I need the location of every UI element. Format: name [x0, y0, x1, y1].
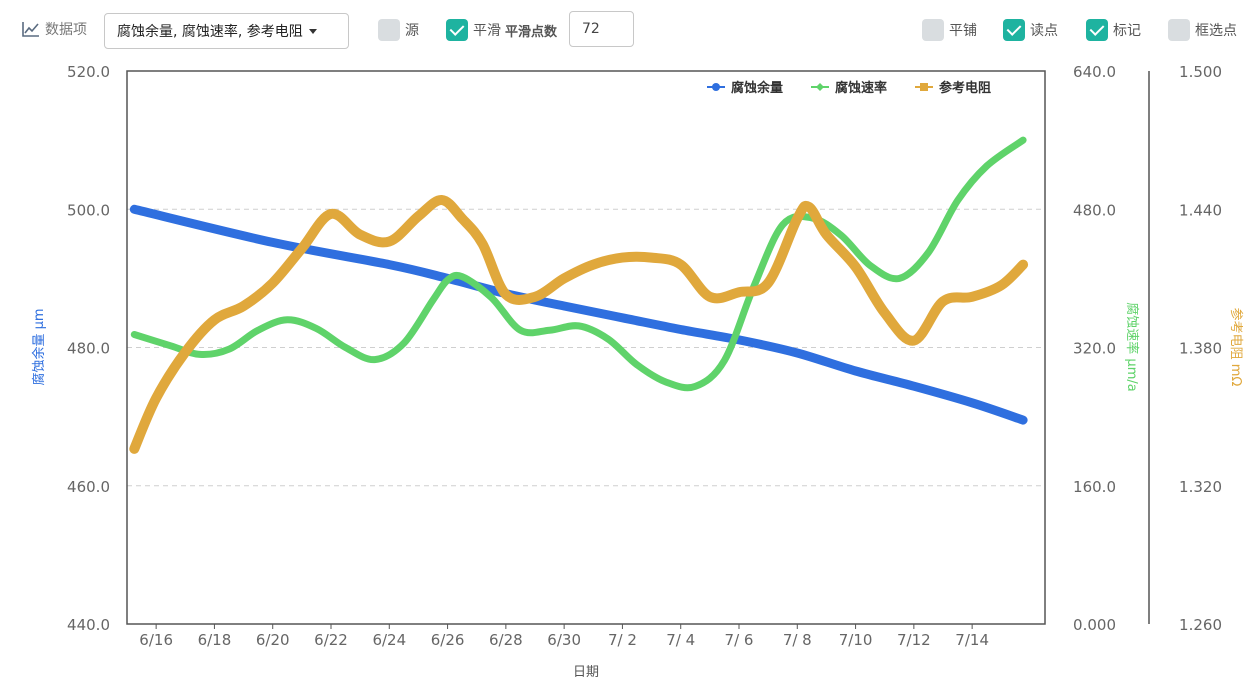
right1-axis-tick-label: 0.000 [1073, 616, 1116, 634]
x-axis-tick-label: 7/ 8 [783, 631, 812, 649]
toolbar: 数据项 腐蚀余量, 腐蚀速率, 参考电阻 源 平滑 平滑点数 平铺 读点 标记 … [0, 0, 1257, 60]
x-axis-tick-label: 6/30 [547, 631, 581, 649]
smooth-points-input[interactable] [569, 11, 634, 47]
left-axis-tick-label: 440.0 [67, 616, 110, 634]
x-axis-tick-label: 6/28 [489, 631, 523, 649]
x-axis-tick-label: 7/12 [897, 631, 931, 649]
tile-label: 平铺 [949, 23, 977, 39]
plot-frame [126, 70, 1046, 625]
checkbox-unchecked-icon [378, 19, 400, 41]
x-axis-tick-label: 6/20 [256, 631, 290, 649]
x-axis-tick-label: 6/24 [372, 631, 406, 649]
left-axis-tick-label: 460.0 [67, 478, 110, 496]
right2-axis-tick-label: 1.500 [1179, 63, 1222, 81]
smooth-checkbox[interactable]: 平滑 平滑点数 [446, 19, 557, 41]
x-axis-tick-label: 6/22 [314, 631, 348, 649]
series-line-2 [130, 136, 1027, 392]
x-axis-tick-label: 6/16 [139, 631, 173, 649]
legend-marker-circle [712, 83, 720, 91]
right1-axis-tick-label: 480.0 [1073, 201, 1116, 219]
data-items-select[interactable]: 腐蚀余量, 腐蚀速率, 参考电阻 [104, 13, 349, 49]
chart-svg[interactable]: 440.0 460.0 480.0 500.0 520.0 0.000 160.0 320.0… [0, 60, 1257, 684]
data-items-label: 数据项 [45, 22, 87, 38]
right2-axis-tick-label: 1.260 [1179, 616, 1222, 634]
checkbox-unchecked-icon [1168, 19, 1190, 41]
box-select-label: 框选点 [1195, 23, 1237, 39]
x-axis-tick-label: 6/26 [431, 631, 465, 649]
smooth-label: 平滑 [473, 23, 501, 39]
legend-marker-square [920, 83, 928, 91]
left-axis-title: 腐蚀余量 μm [31, 308, 47, 385]
left-axis-tick-label: 480.0 [67, 340, 110, 358]
x-axis-tick-label: 7/ 6 [725, 631, 754, 649]
checkbox-unchecked-icon [922, 19, 944, 41]
legend-label: 腐蚀速率 [835, 80, 887, 96]
data-items-toggle[interactable]: 数据项 [22, 19, 87, 39]
right2-axis-tick-label: 1.440 [1179, 201, 1222, 219]
line-chart-icon [22, 21, 40, 37]
read-point-checkbox[interactable]: 读点 [1003, 19, 1058, 41]
chart-area[interactable]: 440.0 460.0 480.0 500.0 520.0 0.000 160.0 320.0… [0, 60, 1257, 684]
mark-label: 标记 [1113, 23, 1141, 39]
right1-axis-title: 腐蚀速率 μm/a [1124, 302, 1140, 391]
right2-axis-title: 参考电阻 mΩ [1228, 308, 1244, 387]
read-point-label: 读点 [1030, 23, 1058, 39]
right1-axis-tick-label: 320.0 [1073, 340, 1116, 358]
series-line-3 [129, 195, 1029, 454]
legend-marker-diamond [816, 83, 824, 91]
series-line-1 [129, 204, 1028, 425]
x-axis-tick-label: 6/18 [198, 631, 232, 649]
box-select-checkbox[interactable]: 框选点 [1168, 19, 1237, 41]
checkbox-checked-icon [1086, 19, 1108, 41]
right1-axis-tick-label: 640.0 [1073, 63, 1116, 81]
legend-label: 参考电阻 [939, 80, 991, 96]
tile-checkbox[interactable]: 平铺 [922, 19, 977, 41]
x-axis-tick-label: 7/14 [955, 631, 989, 649]
left-axis-tick-label: 520.0 [67, 63, 110, 81]
x-axis-tick-label: 7/ 4 [666, 631, 695, 649]
source-label: 源 [405, 23, 419, 39]
mark-checkbox[interactable]: 标记 [1086, 19, 1141, 41]
right2-axis-tick-label: 1.380 [1179, 340, 1222, 358]
checkbox-checked-icon [1003, 19, 1025, 41]
source-checkbox[interactable]: 源 [378, 19, 419, 41]
x-axis-tick-label: 7/10 [839, 631, 873, 649]
right1-axis-tick-label: 160.0 [1073, 478, 1116, 496]
left-axis-tick-label: 500.0 [67, 201, 110, 219]
smooth-points-label: 平滑点数 [505, 24, 558, 40]
legend-label: 腐蚀余量 [731, 80, 783, 96]
right2-axis-tick-label: 1.320 [1179, 478, 1222, 496]
caret-down-icon [308, 28, 317, 34]
data-items-selected-text: 腐蚀余量, 腐蚀速率, 参考电阻 [117, 24, 303, 40]
x-axis-tick-label: 7/ 2 [608, 631, 637, 649]
x-axis-title: 日期 [573, 665, 599, 680]
checkbox-checked-icon [446, 19, 468, 41]
